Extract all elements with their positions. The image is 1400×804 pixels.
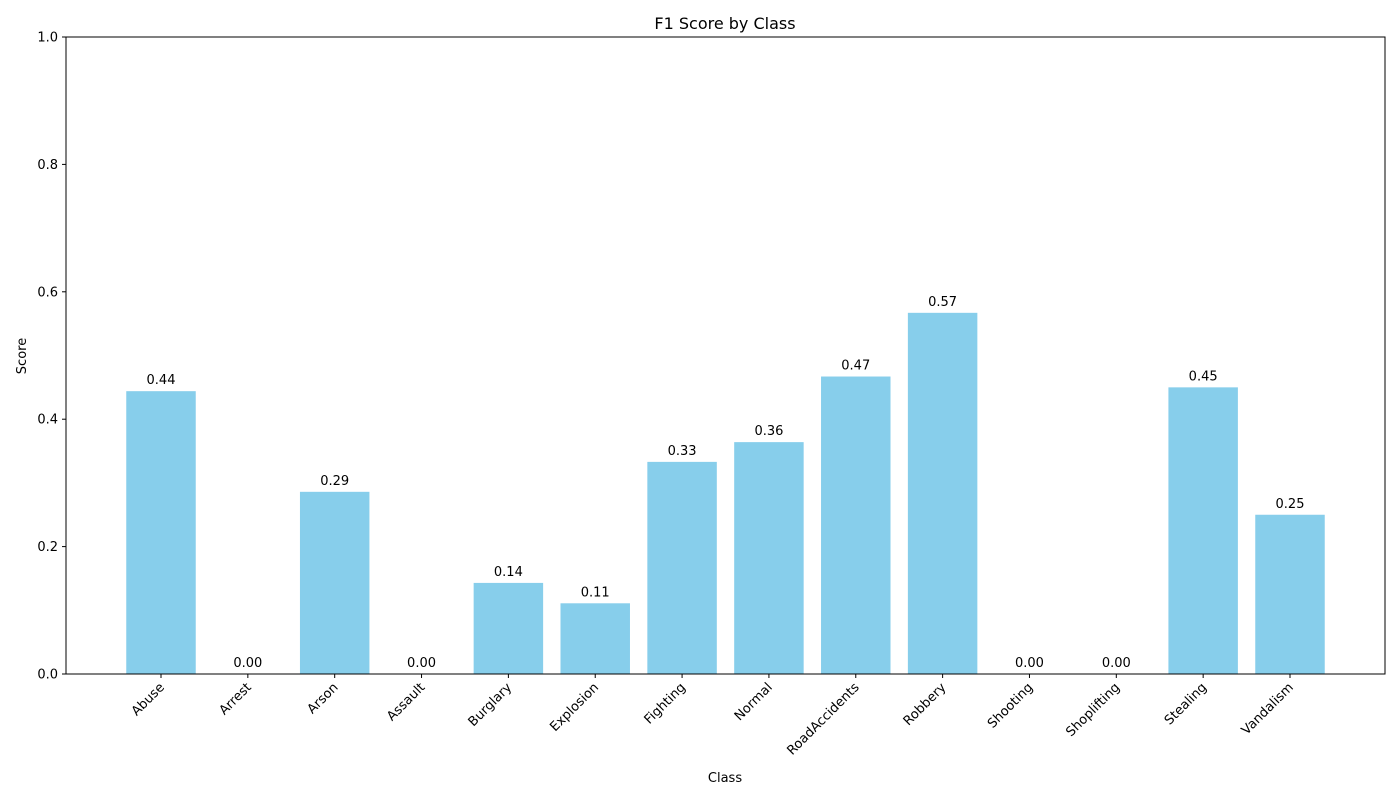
- bars: [126, 312, 1325, 674]
- bar-value-label: 0.00: [233, 656, 262, 671]
- bar: [473, 582, 544, 674]
- x-axis-label: Class: [708, 771, 742, 786]
- x-tick-label: Stealing: [1162, 680, 1210, 728]
- bar: [1255, 514, 1325, 674]
- bar: [1168, 387, 1238, 674]
- bar-value-label: 0.00: [407, 656, 436, 671]
- y-axis-label: Score: [15, 338, 30, 374]
- x-tick-label: Vandalism: [1239, 680, 1297, 738]
- x-tick-label: RoadAccidents: [784, 680, 862, 758]
- bar-value-label: 0.00: [1015, 656, 1044, 671]
- y-tick-label: 0.6: [37, 285, 58, 300]
- bar-value-label: 0.25: [1276, 497, 1305, 512]
- bar-value-label: 0.44: [147, 373, 176, 388]
- x-tick-label: Shoplifting: [1063, 680, 1123, 740]
- x-tick-label: Explosion: [547, 680, 602, 735]
- y-tick-label: 0.4: [37, 413, 58, 428]
- bar-value-label: 0.47: [841, 359, 870, 374]
- y-axis: 0.0 0.2 0.4 0.6 0.8 1.0: [37, 31, 66, 683]
- x-tick-label: Arrest: [217, 680, 255, 718]
- bar-value-label: 0.00: [1102, 656, 1131, 671]
- bar: [734, 442, 804, 674]
- bar-value-labels: 0.44 0.00 0.29 0.00 0.14 0.11 0.33 0.36 0.47 0.57…: [147, 295, 1305, 671]
- bar-value-label: 0.11: [581, 585, 610, 600]
- y-tick-label: 1.0: [37, 31, 58, 46]
- x-tick-label: Abuse: [129, 680, 168, 719]
- bar-value-label: 0.45: [1189, 369, 1218, 384]
- y-tick-label: 0.8: [37, 158, 58, 173]
- x-tick-label: Fighting: [642, 680, 689, 727]
- x-tick-label: Burglary: [466, 680, 516, 730]
- bar-value-label: 0.57: [928, 295, 957, 310]
- x-tick-label: Arson: [305, 680, 342, 717]
- bar: [907, 312, 978, 674]
- x-tick-label: Assault: [384, 680, 428, 724]
- bar: [647, 461, 717, 674]
- x-tick-label: Normal: [732, 680, 776, 724]
- x-tick-label: Shooting: [985, 680, 1036, 731]
- chart-title: F1 Score by Class: [654, 14, 795, 33]
- bar: [560, 603, 630, 674]
- bar: [126, 391, 196, 674]
- x-tick-label: Robbery: [901, 680, 950, 729]
- bar-value-label: 0.14: [494, 565, 523, 580]
- x-axis: Abuse Arrest Arson Assault Burglary Explosion…: [129, 674, 1297, 758]
- bar-value-label: 0.29: [320, 474, 349, 489]
- bar-value-label: 0.36: [754, 424, 783, 439]
- bar: [299, 491, 370, 674]
- bar-value-label: 0.33: [668, 444, 697, 459]
- y-tick-label: 0.0: [37, 668, 58, 683]
- bar: [821, 376, 891, 674]
- y-tick-label: 0.2: [37, 540, 58, 555]
- plot-frame: [65, 36, 1386, 675]
